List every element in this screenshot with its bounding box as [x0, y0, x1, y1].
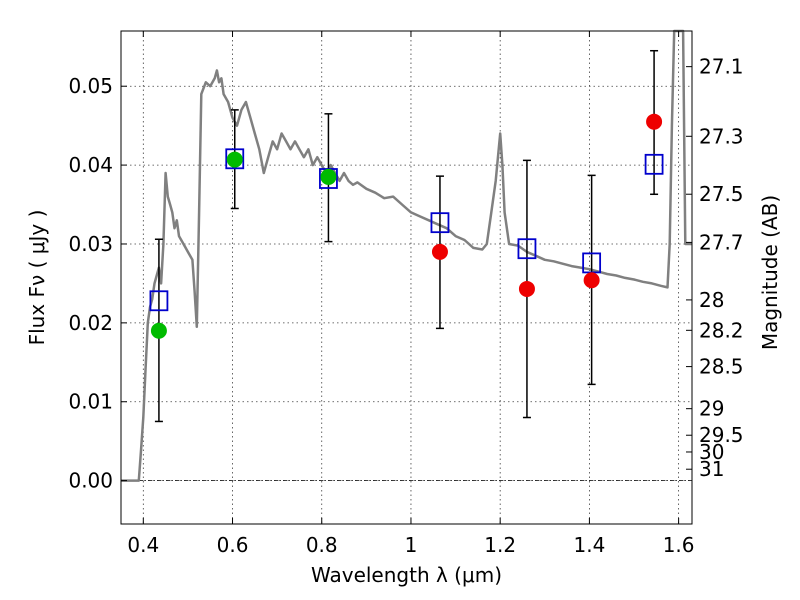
x-tick-label: 0.8 [306, 533, 338, 557]
model-point [430, 212, 450, 234]
right-tick-label: 30 [699, 440, 724, 464]
x-tick-label: 1 [405, 533, 418, 557]
model-point [517, 238, 537, 260]
y-tick-label: 0.04 [68, 153, 113, 177]
right-tick-label: 31 [699, 457, 724, 481]
x-tick-label: 0.6 [217, 533, 249, 557]
data-markers [149, 113, 664, 339]
right-tick-label: 28.2 [699, 318, 744, 342]
spectrum-line [121, 29, 692, 482]
x-axis-label: Wavelength λ (μm) [311, 563, 502, 587]
data-point [646, 113, 663, 130]
model-point [149, 290, 169, 312]
right-tick-label: 28.5 [699, 355, 744, 379]
data-point [583, 272, 600, 289]
y-tick-label: 0.00 [68, 469, 113, 493]
data-point [320, 168, 337, 185]
y-axis-label: Flux Fν ( μJy ) [25, 210, 49, 346]
y-tick-label: 0.03 [68, 232, 113, 256]
right-tick-label: 27.1 [699, 55, 744, 79]
x-tick-label: 1.2 [484, 533, 516, 557]
data-point [226, 151, 243, 168]
x-tick-label: 1.4 [573, 533, 605, 557]
plot-frame [120, 30, 693, 525]
y-tick-label: 0.02 [68, 311, 113, 335]
y-tick-label: 0.05 [68, 74, 113, 98]
right-axis-label: Magnitude (AB) [758, 195, 782, 350]
right-tick-label: 27.5 [699, 182, 744, 206]
data-point [150, 322, 167, 339]
right-tick-label: 27.7 [699, 230, 744, 254]
grid [121, 31, 692, 524]
x-tick-label: 0.4 [127, 533, 159, 557]
right-tick-label: 29.5 [699, 423, 744, 447]
model-spectrum [121, 29, 692, 482]
y-tick-label: 0.01 [68, 390, 113, 414]
model-point [644, 153, 664, 175]
tick-labels: 0.4 0.6 0.8 1 1.2 1.4 1.6 0.00 0.01 0.02 0.03 0.04 0… [68, 55, 743, 557]
data-point [518, 280, 535, 297]
right-tick-label: 29 [699, 397, 724, 421]
axis-ticks [121, 31, 692, 524]
right-tick-label: 27.3 [699, 124, 744, 148]
data-point [431, 243, 448, 260]
right-tick-label: 28 [699, 288, 724, 312]
x-tick-label: 1.6 [663, 533, 695, 557]
model-point [225, 148, 245, 170]
